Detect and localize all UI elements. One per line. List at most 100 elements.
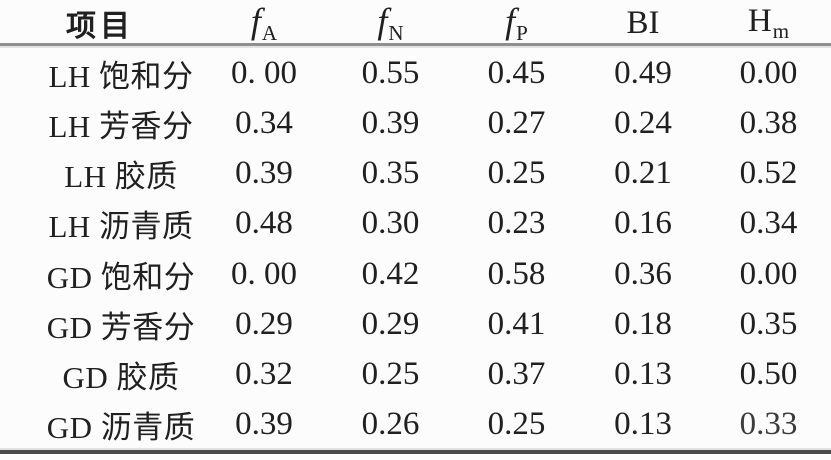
value-cell: 0.16 [580, 205, 706, 242]
value-text: 0.50 [739, 356, 798, 393]
table-row: LH 沥青质 0.48 0.30 0.23 0.16 0.34 [0, 199, 831, 249]
value-cell: 0.50 [706, 356, 831, 393]
row-label: LH 饱和分 [48, 58, 194, 94]
column-header: fA [200, 0, 328, 46]
column-header: BI [580, 5, 706, 42]
value-cell: 0.27 [453, 105, 580, 142]
value-text: 0.25 [361, 356, 420, 393]
value-text: 0.34 [235, 104, 293, 141]
value-text: 0.48 [235, 205, 293, 242]
value-cell: 0.35 [328, 155, 453, 192]
column-subscript: m [772, 18, 790, 43]
table-row: GD 饱和分 0. 00 0.42 0.58 0.36 0.00 [0, 249, 831, 299]
table-row: LH 芳香分 0.34 0.39 0.27 0.24 0.38 [0, 98, 831, 148]
column-header: Hm [706, 3, 831, 44]
value-text: 0.32 [235, 356, 293, 393]
value-text: 0.29 [361, 305, 420, 342]
value-text: 0.30 [361, 205, 420, 242]
table-body: LH 饱和分 0. 00 0.55 0.45 0.49 0.00 LH 芳香分 0.34 0.3… [0, 48, 831, 450]
value-cell: 0.58 [453, 256, 580, 293]
value-text: 0.29 [235, 305, 293, 342]
value-text: 0.18 [614, 305, 672, 342]
value-cell: 0.32 [200, 356, 328, 393]
value-cell: 0.25 [453, 155, 580, 192]
value-cell: 0.36 [580, 256, 706, 293]
value-text: 0.49 [614, 54, 672, 91]
value-text: 0.00 [739, 54, 798, 91]
column-header: fP [453, 0, 580, 46]
row-label: GD 芳香分 [46, 309, 196, 345]
value-cell: 0.33 [706, 406, 831, 443]
value-cell: 0.45 [453, 55, 580, 92]
value-text: 0. 00 [231, 255, 297, 292]
value-cell: 0.37 [453, 356, 580, 393]
value-cell: 0.34 [706, 205, 831, 242]
table-row: GD 芳香分 0.29 0.29 0.41 0.18 0.35 [0, 299, 831, 349]
value-text: 0.55 [361, 54, 420, 91]
value-cell: 0.48 [200, 205, 328, 242]
row-label: LH 胶质 [64, 159, 178, 195]
value-text: 0.13 [614, 406, 672, 443]
table-header-row: 项目 fA fN fP BI Hm [0, 0, 831, 46]
value-cell: 0.24 [580, 105, 706, 142]
value-text: 0.26 [361, 406, 420, 443]
value-cell: 0.29 [328, 306, 453, 343]
value-cell: 0.39 [200, 155, 328, 192]
value-cell: 0.41 [453, 306, 580, 343]
column-symbol: f [377, 1, 388, 41]
value-text: 0.37 [487, 356, 546, 393]
value-text: 0.24 [614, 104, 672, 141]
column-header-item: 项目 [0, 1, 200, 45]
value-cell: 0.29 [200, 306, 328, 343]
value-text: 0.58 [487, 255, 546, 292]
column-symbol: BI [626, 4, 660, 41]
column-subscript: N [388, 21, 404, 45]
column-symbol: 项目 [66, 10, 134, 43]
value-text: 0.35 [361, 155, 420, 192]
value-cell: 0.39 [200, 406, 328, 443]
value-cell: 0. 00 [200, 55, 328, 92]
value-cell: 0.34 [200, 105, 328, 142]
value-cell: 0.42 [328, 256, 453, 293]
row-label: GD 沥青质 [46, 410, 196, 446]
value-cell: 0.00 [706, 256, 831, 293]
column-symbol: H [747, 2, 772, 39]
value-text: 0.21 [614, 155, 672, 192]
value-text: 0.25 [487, 406, 546, 443]
value-text: 0.25 [487, 155, 546, 192]
table-row: GD 胶质 0.32 0.25 0.37 0.13 0.50 [0, 350, 831, 400]
column-symbol: f [250, 1, 261, 41]
value-cell: 0.30 [328, 205, 453, 242]
value-text: 0.34 [739, 205, 798, 242]
value-text: 0.42 [361, 255, 420, 292]
value-cell: 0.38 [706, 105, 831, 142]
column-symbol: f [505, 1, 516, 41]
value-text: 0.39 [235, 406, 293, 443]
value-text: 0.36 [614, 255, 672, 292]
row-label: GD 饱和分 [46, 259, 196, 295]
value-cell: 0.25 [328, 356, 453, 393]
column-subscript: A [261, 21, 278, 45]
value-cell: 0.18 [580, 306, 706, 343]
value-cell: 0.55 [328, 55, 453, 92]
table-row: LH 胶质 0.39 0.35 0.25 0.21 0.52 [0, 149, 831, 199]
value-cell: 0.21 [580, 155, 706, 192]
value-text: 0.38 [739, 104, 798, 141]
table-bottom-rule [0, 450, 831, 454]
value-cell: 0.52 [706, 155, 831, 192]
value-text: 0.39 [361, 104, 420, 141]
value-text: 0.33 [739, 406, 798, 443]
column-subscript: P [516, 21, 528, 45]
value-text: 0.16 [614, 205, 672, 242]
row-label: LH 芳香分 [48, 108, 194, 144]
value-cell: 0. 00 [200, 256, 328, 293]
table-row: GD 沥青质 0.39 0.26 0.25 0.13 0.33 [0, 400, 831, 450]
value-cell: 0.39 [328, 105, 453, 142]
table-row: LH 饱和分 0. 00 0.55 0.45 0.49 0.00 [0, 48, 831, 98]
value-text: 0.45 [487, 54, 546, 91]
value-cell: 0.00 [706, 55, 831, 92]
value-text: 0.13 [614, 356, 672, 393]
value-text: 0.35 [739, 305, 798, 342]
value-cell: 0.35 [706, 306, 831, 343]
